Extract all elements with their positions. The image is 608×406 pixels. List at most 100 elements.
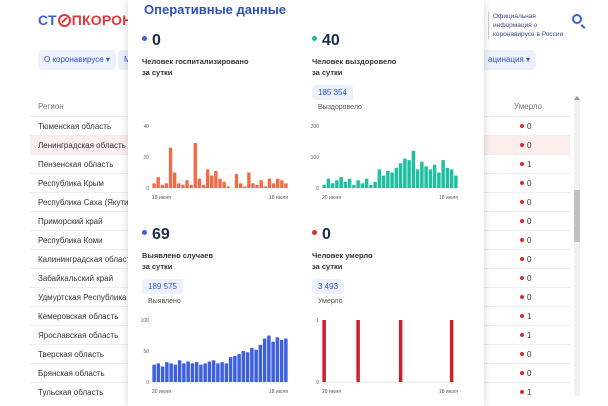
chart-bar[interactable] [224,363,229,382]
chart-bar[interactable] [275,337,280,382]
chart-bar[interactable] [386,170,390,188]
chart-bar[interactable] [271,341,275,382]
chart-bar[interactable] [377,169,382,188]
chart-bar[interactable] [279,339,284,382]
scrollbar-track[interactable] [574,96,580,396]
chart-bar[interactable] [280,180,284,188]
chart-bar[interactable] [160,184,164,188]
chart-bar[interactable] [247,172,251,189]
chart-bar[interactable] [199,364,203,382]
chart-bar[interactable] [254,349,258,382]
chart-bar[interactable] [441,160,445,188]
chart-bar[interactable] [398,163,403,188]
chart-bar[interactable] [259,180,263,188]
chart-bar[interactable] [255,184,259,188]
chart-bar[interactable] [454,175,458,188]
chart-bar[interactable] [326,178,331,188]
chart-bar[interactable] [445,167,450,188]
chart-bar[interactable] [369,184,373,188]
chart-bar[interactable] [390,172,394,189]
chart-bar[interactable] [335,180,339,188]
chart-bar[interactable] [181,184,185,188]
chart-bar[interactable] [177,183,181,188]
chart-bar[interactable] [218,178,222,188]
chart-bar[interactable] [172,172,177,189]
chart-bar[interactable] [330,183,335,188]
chart-bar[interactable] [284,338,288,382]
chart-bar[interactable] [322,320,326,382]
chart-bar[interactable] [449,169,454,188]
chart-bar[interactable] [437,172,441,189]
chart-bar[interactable] [424,166,428,188]
chart-bar[interactable] [251,183,255,188]
chart-bar[interactable] [237,354,241,382]
official-info-link[interactable]: Официальная информация о коронавирусе в … [488,12,573,39]
scroll-up-arrow-icon[interactable] [574,96,580,100]
chart-bar[interactable] [160,366,165,383]
chart-bar[interactable] [190,363,195,382]
chart-bar[interactable] [234,174,239,188]
chart-bar[interactable] [411,150,416,188]
chart-bar[interactable] [156,177,160,188]
chart-bar[interactable] [398,320,403,382]
chart-bar[interactable] [177,360,182,382]
chart-bar[interactable] [243,186,247,188]
chart-bar[interactable] [173,364,178,382]
chart-bar[interactable] [238,183,243,188]
chart-bar[interactable] [189,184,193,188]
chart-bar[interactable] [262,338,267,382]
chart-bar[interactable] [403,158,407,188]
chart-bar[interactable] [185,180,189,188]
scrollbar-thumb[interactable] [574,190,580,242]
chart-bar[interactable] [381,175,386,188]
chart-bar[interactable] [182,363,186,382]
chart-bar[interactable] [432,164,437,188]
chart-bar[interactable] [152,183,156,188]
chart-bar[interactable] [214,170,218,188]
chart-bar[interactable] [347,178,352,188]
chart-bar[interactable] [220,362,224,382]
chart-bar[interactable] [186,361,190,382]
chart-bar[interactable] [168,147,173,188]
chart-bar[interactable] [343,181,348,188]
chart-bar[interactable] [205,169,210,188]
search-icon[interactable] [572,14,582,24]
chart-bar[interactable] [356,320,360,382]
chart-bar[interactable] [284,183,288,188]
chart-bar[interactable] [360,183,365,188]
chart-bar[interactable] [165,362,169,382]
chart-bar[interactable] [356,180,360,188]
chart-bar[interactable] [194,362,199,382]
chart-bar[interactable] [226,186,230,188]
chart-bar[interactable] [203,363,207,382]
chart-bar[interactable] [216,363,220,382]
chart-bar[interactable] [263,186,268,188]
chart-bar[interactable] [207,361,212,382]
chart-bar[interactable] [339,177,343,188]
chart-bar[interactable] [407,160,411,188]
chart-bar[interactable] [258,344,263,382]
chart-bar[interactable] [211,360,216,382]
chart-bar[interactable] [267,335,271,383]
chart-bar[interactable] [169,363,173,382]
chart-bar[interactable] [245,352,250,382]
chart-bar[interactable] [352,184,356,188]
chart-bar[interactable] [250,347,254,382]
chart-bar[interactable] [201,184,206,188]
chart-bar[interactable] [210,175,214,188]
chart-bar[interactable] [197,178,202,188]
nav-about-dropdown[interactable]: О коронавирусе ▾ [38,50,116,70]
chart-bar[interactable] [164,183,169,188]
chart-bar[interactable] [373,181,377,188]
chart-bar[interactable] [222,181,226,188]
chart-bar[interactable] [193,143,197,188]
chart-bar[interactable] [233,355,237,382]
chart-bar[interactable] [428,169,433,188]
chart-bar[interactable] [415,169,420,188]
chart-bar[interactable] [152,364,156,382]
nav-vaccination-dropdown[interactable]: ацинация ▾ [482,50,536,70]
chart-bar[interactable] [394,167,399,188]
chart-bar[interactable] [364,178,369,188]
chart-bar[interactable] [228,357,233,382]
chart-bar[interactable] [271,183,276,188]
